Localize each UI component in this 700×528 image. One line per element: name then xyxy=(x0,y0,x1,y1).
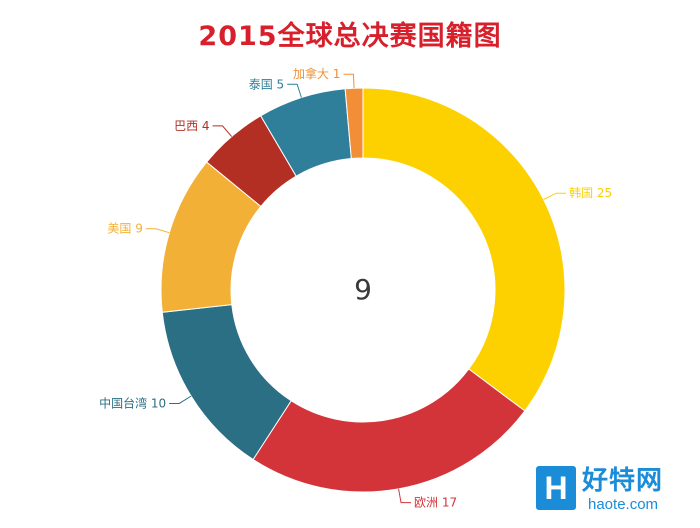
leader-line-1 xyxy=(398,488,412,504)
chart-title: 2015全球总决赛国籍图 xyxy=(198,21,502,52)
logo-letter: H xyxy=(544,470,568,506)
slice-label-3: 美国 9 xyxy=(107,222,142,236)
leader-lines-group xyxy=(145,73,567,504)
slices-group xyxy=(160,87,566,493)
watermark-site-name: 好特网 xyxy=(582,466,664,496)
leader-line-5 xyxy=(287,83,302,98)
slice-label-4: 巴西 4 xyxy=(174,119,209,133)
watermark-domain: haote.com xyxy=(588,496,659,513)
slice-0 xyxy=(362,87,566,412)
slice-label-2: 中国台湾 10 xyxy=(99,395,166,410)
leader-line-4 xyxy=(212,125,233,137)
leader-line-0 xyxy=(543,192,567,200)
leader-line-3 xyxy=(145,228,170,234)
leader-line-6 xyxy=(343,73,355,89)
center-label: 9 xyxy=(354,273,372,306)
slice-label-1: 欧洲 17 xyxy=(414,496,457,510)
slice-labels-group: 韩国 25 欧洲 17 中国台湾 10 美国 9 巴西 4 泰国 5 加拿大 1 xyxy=(99,66,612,509)
slice-label-6: 加拿大 1 xyxy=(293,66,340,81)
slice-1 xyxy=(252,368,526,493)
slice-label-5: 泰国 5 xyxy=(249,77,284,91)
leader-line-2 xyxy=(169,395,192,404)
slice-6 xyxy=(344,87,364,160)
haote-logo-icon: H xyxy=(536,466,576,510)
watermark: H 好特网 haote.com xyxy=(536,460,686,520)
slice-label-0: 韩国 25 xyxy=(569,185,612,200)
